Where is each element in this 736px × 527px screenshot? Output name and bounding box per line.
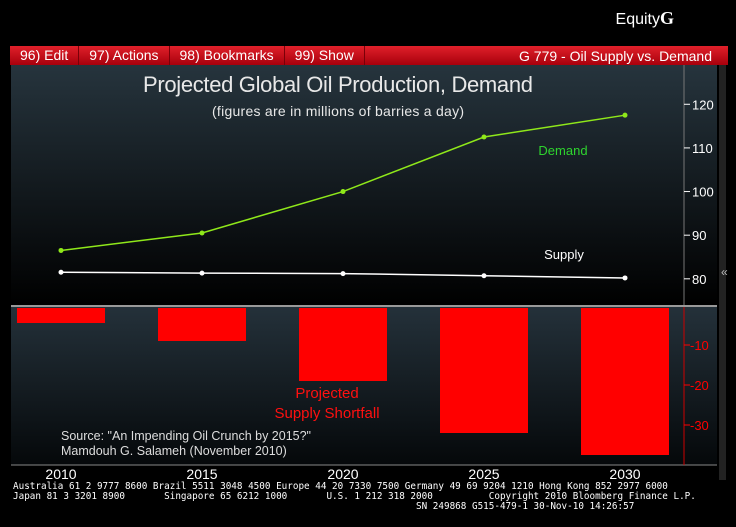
shortfall-bar [299,308,387,381]
legend-supply: Supply [544,247,584,262]
shortfall-bar [17,308,105,323]
footer: Australia 61 2 9777 8600 Brazil 5511 304… [13,482,716,512]
y-tick-label: 120 [692,97,714,112]
screen-title: G 779 - Oil Supply vs. Demand [519,47,712,64]
brand-label: EquityG [615,8,674,28]
footer-line: Australia 61 2 9777 8600 Brazil 5511 304… [13,481,668,492]
menu-show[interactable]: 99) Show [285,46,365,65]
data-point [199,230,205,236]
data-point [58,247,64,253]
menu-bar: 96) Edit 97) Actions 98) Bookmarks 99) S… [10,46,728,65]
data-point [58,269,64,275]
shortfall-bar [158,308,246,341]
footer-line: Japan 81 3 3201 8900 Singapore 65 6212 1… [13,491,696,502]
collapse-icon[interactable]: « [721,265,728,279]
menu-edit[interactable]: 96) Edit [10,46,80,65]
y-tick-label: 100 [692,185,714,200]
data-point [340,189,346,195]
annotation-line1: Projected [295,385,358,402]
y-tick-label: -30 [690,418,709,433]
y-tick-label: 90 [692,228,706,243]
y-tick-label: 110 [692,141,713,156]
footer-line: SN 249868 G515-479-1 30-Nov-10 14:26:57 [13,501,635,512]
menu-bookmarks[interactable]: 98) Bookmarks [170,46,285,65]
data-point [481,134,487,140]
x-tick-label: 2030 [609,466,640,482]
menu-actions[interactable]: 97) Actions [79,46,170,65]
legend-demand: Demand [538,143,587,158]
source-line2: Mamdouh G. Salameh (November 2010) [61,444,287,458]
x-tick-label: 2010 [45,466,76,482]
chart-title: Projected Global Oil Production, Demand [143,72,533,97]
y-tick-label: 80 [692,272,706,287]
data-point [481,273,487,279]
shortfall-bar [581,308,669,455]
source-line1: Source: "An Impending Oil Crunch by 2015… [61,429,311,443]
x-tick-label: 2015 [186,466,217,482]
x-tick-label: 2020 [327,466,358,482]
y-tick-label: -10 [690,338,709,353]
data-point [340,271,346,277]
data-point [622,112,628,118]
chart-subtitle: (figures are in millions of barries a da… [212,103,464,119]
upper-plot-bg [11,65,717,305]
y-tick-label: -20 [690,378,709,393]
data-point [622,275,628,281]
x-tick-label: 2025 [468,466,499,482]
annotation-line2: Supply Shortfall [274,405,379,422]
shortfall-bar [440,308,528,433]
data-point [199,270,205,276]
